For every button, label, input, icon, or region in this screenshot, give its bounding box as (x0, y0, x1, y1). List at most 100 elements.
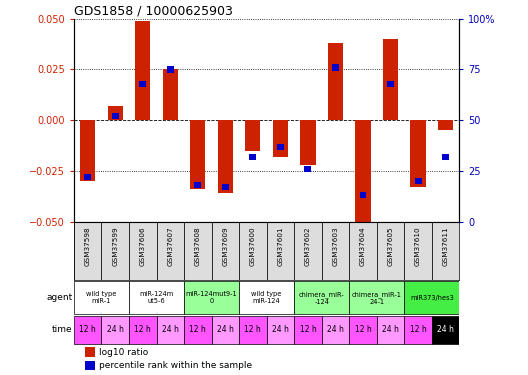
Text: 12 h: 12 h (244, 326, 261, 334)
Bar (156, 222, 184, 280)
Text: agent: agent (46, 293, 72, 302)
Bar (190, 120, 205, 189)
Text: 24 h: 24 h (272, 326, 289, 334)
Bar (404, 316, 432, 344)
Bar (377, 316, 404, 344)
Text: 12 h: 12 h (355, 326, 371, 334)
Text: GSM37607: GSM37607 (167, 226, 173, 266)
Bar (74, 222, 101, 280)
Bar (101, 316, 129, 344)
Bar (294, 281, 349, 315)
Text: 24 h: 24 h (162, 326, 178, 334)
Bar (328, 43, 343, 120)
Bar (414, 178, 421, 184)
Bar (267, 222, 294, 280)
Bar (222, 184, 229, 190)
Text: GSM37600: GSM37600 (250, 226, 256, 266)
Text: GSM37606: GSM37606 (140, 226, 146, 266)
Text: GSM37598: GSM37598 (84, 226, 91, 266)
Bar (239, 281, 294, 315)
Bar (404, 281, 459, 315)
Bar (267, 316, 294, 344)
Bar (101, 222, 129, 280)
Text: 24 h: 24 h (327, 326, 344, 334)
Bar (74, 316, 101, 344)
Bar (84, 174, 91, 180)
Bar (383, 39, 398, 120)
Bar (442, 154, 449, 160)
Bar (80, 120, 95, 181)
Text: log10 ratio: log10 ratio (99, 348, 148, 357)
Bar (300, 120, 316, 165)
Bar (129, 222, 156, 280)
Bar (249, 154, 256, 160)
Bar (322, 316, 349, 344)
Bar (239, 316, 267, 344)
Bar (410, 120, 426, 187)
Bar (129, 316, 156, 344)
Bar (360, 192, 366, 198)
Text: wild type
miR-124: wild type miR-124 (251, 291, 282, 304)
Text: 12 h: 12 h (190, 326, 206, 334)
Bar (108, 106, 123, 120)
Text: miR373/hes3: miR373/hes3 (410, 295, 454, 301)
Bar (273, 120, 288, 157)
Text: GSM37608: GSM37608 (195, 226, 201, 266)
Bar (194, 182, 201, 188)
Text: 24 h: 24 h (107, 326, 124, 334)
Bar (246, 120, 260, 151)
Bar (167, 66, 174, 72)
Text: GSM37603: GSM37603 (333, 226, 338, 266)
Text: GSM37599: GSM37599 (112, 226, 118, 266)
Bar (349, 316, 377, 344)
Text: chimera_miR-1
24-1: chimera_miR-1 24-1 (352, 291, 402, 304)
Bar (212, 316, 239, 344)
Text: GSM37609: GSM37609 (222, 226, 228, 266)
Bar (355, 120, 371, 226)
Bar (184, 222, 212, 280)
Text: 12 h: 12 h (410, 326, 427, 334)
Text: miR-124m
ut5-6: miR-124m ut5-6 (139, 291, 174, 304)
Text: 12 h: 12 h (299, 326, 316, 334)
Bar (129, 281, 184, 315)
Text: GSM37610: GSM37610 (415, 226, 421, 266)
Bar (294, 222, 322, 280)
Text: GSM37601: GSM37601 (277, 226, 284, 266)
Bar (349, 222, 377, 280)
Text: percentile rank within the sample: percentile rank within the sample (99, 361, 252, 370)
Bar (277, 144, 284, 150)
Bar (184, 316, 212, 344)
Text: GSM37604: GSM37604 (360, 226, 366, 266)
Text: time: time (52, 326, 72, 334)
Text: 12 h: 12 h (134, 326, 151, 334)
Text: 24 h: 24 h (217, 326, 234, 334)
Bar (294, 316, 322, 344)
Bar (332, 64, 339, 70)
Bar (184, 281, 239, 315)
Bar (377, 222, 404, 280)
Text: GSM37611: GSM37611 (442, 226, 449, 266)
Bar (438, 120, 453, 130)
Bar (212, 222, 239, 280)
Bar (305, 166, 312, 172)
Text: chimera_miR-
-124: chimera_miR- -124 (299, 291, 345, 304)
Text: miR-124mut9-1
0: miR-124mut9-1 0 (186, 291, 238, 304)
Bar (86, 347, 95, 357)
Bar (163, 69, 178, 120)
Bar (135, 21, 150, 120)
Text: 24 h: 24 h (382, 326, 399, 334)
Bar (387, 81, 394, 87)
Bar (139, 81, 146, 87)
Bar (432, 316, 459, 344)
Text: GSM37602: GSM37602 (305, 226, 311, 266)
Bar (349, 281, 404, 315)
Text: GSM37605: GSM37605 (388, 226, 393, 266)
Text: GDS1858 / 10000625903: GDS1858 / 10000625903 (74, 4, 233, 18)
Bar (218, 120, 233, 193)
Bar (404, 222, 432, 280)
Bar (112, 113, 119, 119)
Bar (86, 361, 95, 370)
Bar (432, 222, 459, 280)
Text: 12 h: 12 h (79, 326, 96, 334)
Bar (322, 222, 349, 280)
